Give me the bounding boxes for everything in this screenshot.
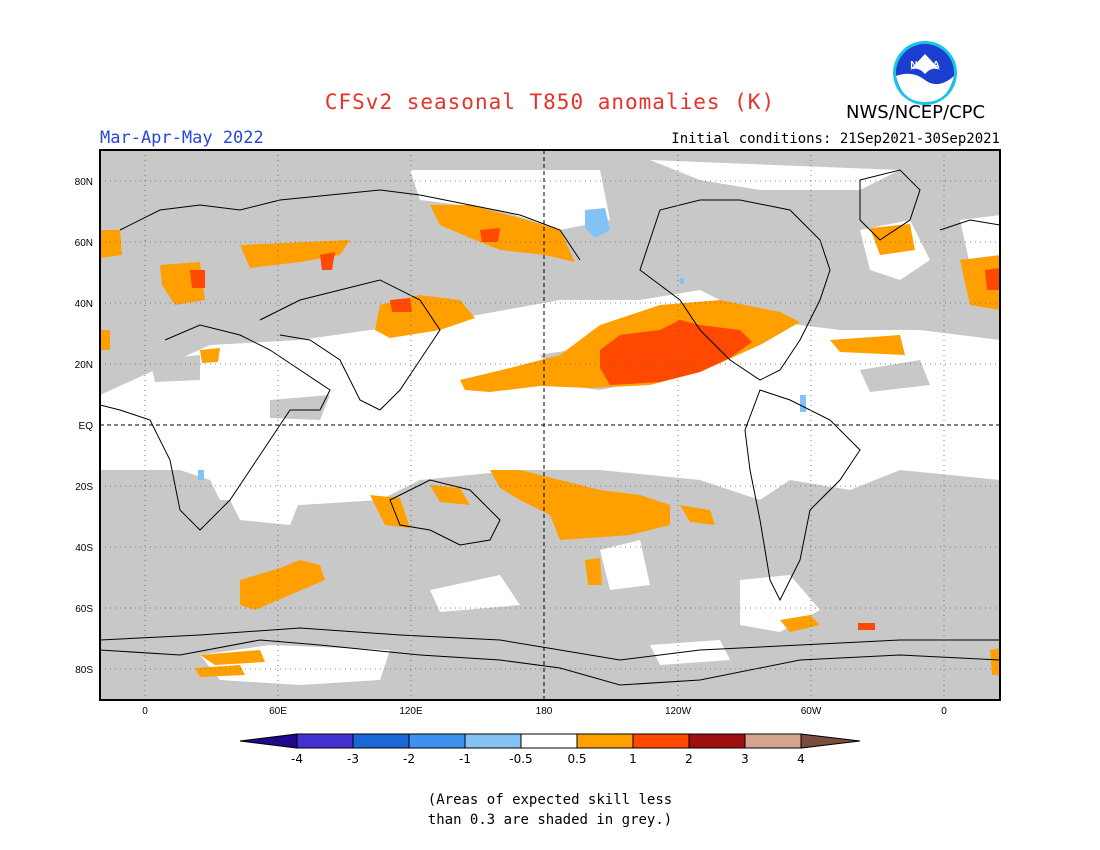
lon-tick-label: 120E [399, 706, 423, 717]
colorbar-swatch [352, 733, 410, 749]
lon-tick-label: 60W [801, 706, 822, 717]
colorbar-label: -2 [403, 752, 415, 766]
lat-tick-label: 20N [75, 360, 93, 371]
colorbar-swatch [744, 733, 802, 749]
colorbar-swatch [520, 733, 578, 749]
initial-conditions-label: Initial conditions: 21Sep2021-30Sep2021 [671, 131, 1000, 147]
lat-tick-label: 60N [75, 238, 93, 249]
colorbar-swatch [688, 733, 746, 749]
season-label: Mar-Apr-May 2022 [100, 128, 264, 148]
footnote-line-1: (Areas of expected skill less [427, 792, 673, 808]
noaa-logo-icon: NOAA [893, 41, 957, 105]
colorbar-label: 4 [797, 752, 805, 766]
lon-tick-label: 120W [665, 706, 692, 717]
colorbar-label: -4 [291, 752, 303, 766]
colorbar-label: -1 [459, 752, 471, 766]
colorbar-label: 2 [685, 752, 693, 766]
lon-tick-labels: 0 60E 120E 180 120W 60W 0 [142, 706, 947, 717]
lon-tick-label: 180 [536, 706, 553, 717]
colorbar-swatch [408, 733, 466, 749]
lat-tick-label: EQ [79, 421, 94, 432]
lon-tick-label: 60E [269, 706, 287, 717]
colorbar-swatch [296, 733, 354, 749]
colorbar-label: -3 [347, 752, 359, 766]
lat-tick-label: 80N [75, 177, 93, 188]
anomaly-field [100, 160, 1000, 686]
colorbar [239, 733, 861, 749]
map-frame [99, 149, 1001, 701]
lat-tick-label: 20S [75, 482, 93, 493]
chart-title: CFSv2 seasonal T850 anomalies (K) [324, 90, 776, 114]
lat-tick-label: 40S [75, 543, 93, 554]
lat-tick-label: 80S [75, 665, 93, 676]
colorbar-swatch [576, 733, 634, 749]
colorbar-swatch [632, 733, 690, 749]
colorbar-label: 0.5 [567, 752, 586, 766]
colorbar-swatch [464, 733, 522, 749]
lon-tick-label: 0 [941, 706, 947, 717]
colorbar-label: 3 [741, 752, 749, 766]
colorbar-label: 1 [629, 752, 637, 766]
colorbar-left-arrow [239, 733, 298, 749]
lat-tick-label: 60S [75, 604, 93, 615]
colorbar-labels: -4 -3 -2 -1 -0.5 0.5 1 2 3 4 [291, 752, 805, 766]
lat-tick-label: 40N [75, 299, 93, 310]
logo-text: NOAA [910, 60, 939, 71]
footnote-line-2: than 0.3 are shaded in grey.) [427, 812, 673, 828]
lat-tick-labels: 80N 60N 40N 20N EQ 20S 40S 60S 80S [75, 177, 94, 676]
lon-tick-label: 0 [142, 706, 148, 717]
agency-label: NWS/NCEP/CPC [846, 102, 986, 123]
colorbar-right-arrow [800, 733, 861, 749]
colorbar-label: -0.5 [509, 752, 532, 766]
